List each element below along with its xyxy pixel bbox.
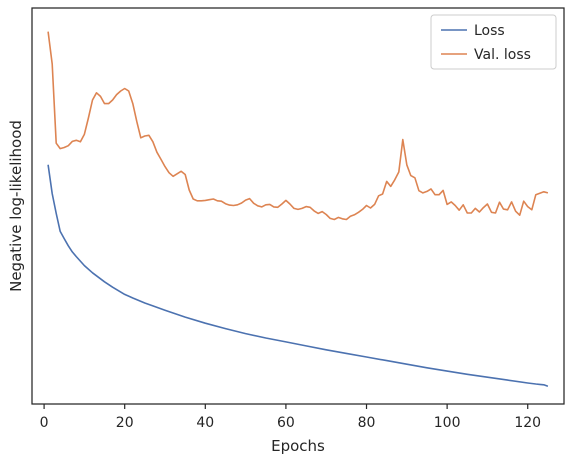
x-tick-label: 120 — [514, 415, 541, 431]
plot-layer — [47, 31, 549, 387]
x-tick-label: 80 — [358, 415, 376, 431]
legend-label-loss: Loss — [474, 23, 505, 39]
x-tick-label: 0 — [40, 415, 49, 431]
x-tick-label: 100 — [434, 415, 461, 431]
x-axis-ticks: 0 20 40 60 80 100 120 — [40, 404, 541, 431]
x-tick-label: 40 — [196, 415, 214, 431]
series-line-loss — [47, 164, 549, 387]
x-axis-label: Epochs — [271, 437, 325, 455]
x-tick-label: 20 — [116, 415, 134, 431]
plot-frame — [31, 7, 565, 405]
legend-label-val-loss: Val. loss — [474, 47, 531, 63]
legend-box — [430, 14, 557, 70]
y-axis-label: Negative log-likelihood — [7, 120, 25, 292]
legend: Loss Val. loss — [430, 14, 557, 70]
x-tick-label: 60 — [277, 415, 295, 431]
series-line-val-loss — [47, 31, 549, 221]
